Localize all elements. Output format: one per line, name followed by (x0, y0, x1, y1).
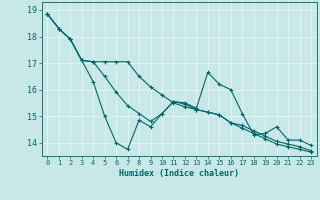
X-axis label: Humidex (Indice chaleur): Humidex (Indice chaleur) (119, 169, 239, 178)
